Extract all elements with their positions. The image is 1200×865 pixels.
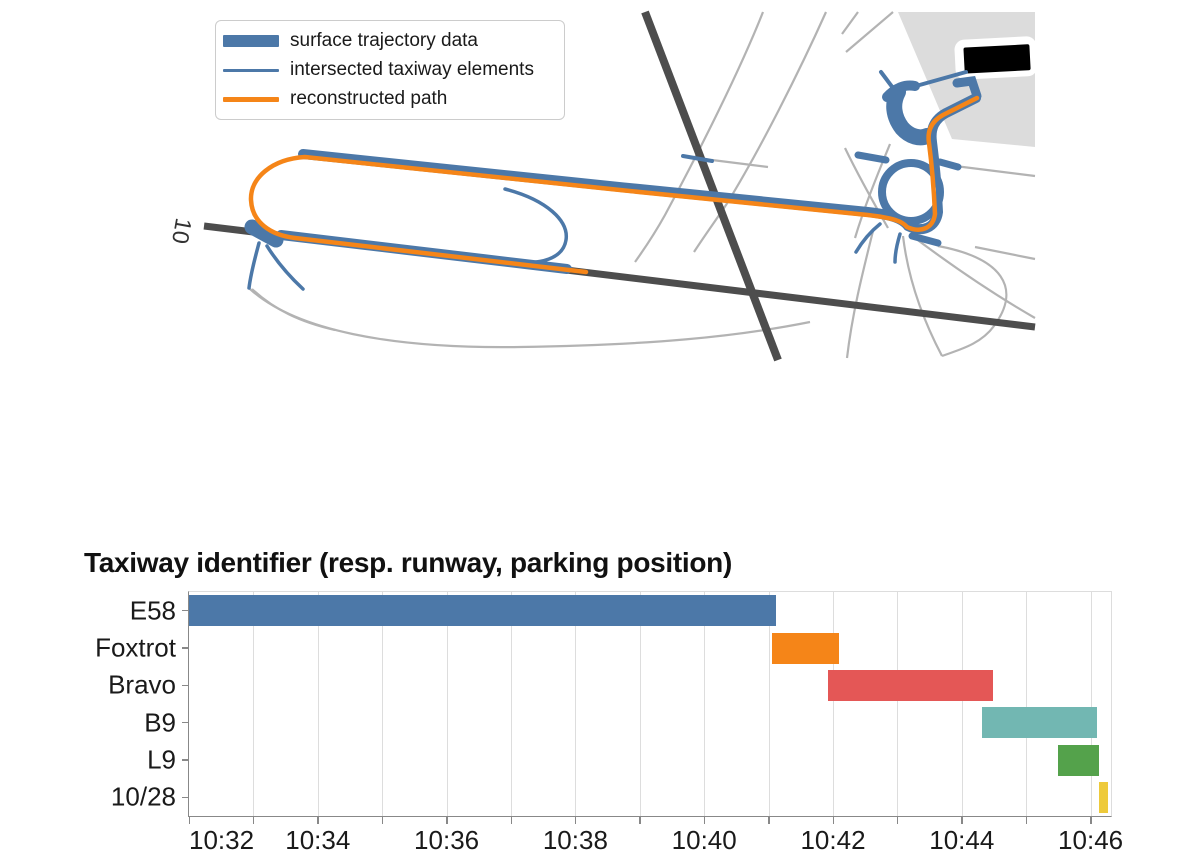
runway-label: 10: [167, 216, 197, 246]
x-tick: [510, 817, 512, 824]
map-legend: surface trajectory data intersected taxi…: [215, 20, 565, 120]
legend-item-intersected-elements: intersected taxiway elements: [223, 59, 554, 81]
y-tick: [182, 647, 188, 649]
x-tick: [703, 817, 706, 824]
thin-blue-line-swatch: [223, 68, 279, 72]
y-axis-label: Foxtrot: [95, 632, 176, 663]
y-tick: [182, 609, 188, 612]
x-tick: [896, 817, 899, 824]
x-tick: [381, 817, 384, 824]
runway-diagonal-line: [641, 10, 782, 362]
x-tick: [1090, 817, 1092, 824]
gantt-plot-area: E58 Foxtrot Bravo B9 L9 10/28 10:32 10:34 10:36…: [95, 591, 1123, 853]
legend-label: intersected taxiway elements: [290, 59, 534, 80]
y-axis-label: Bravo: [108, 669, 176, 700]
y-axis-label: L9: [147, 744, 176, 775]
gridline: [897, 592, 899, 816]
taxiway-network: [249, 11, 1036, 359]
chart-title: Taxiway identifier (resp. runway, parkin…: [84, 547, 733, 578]
x-tick: [768, 817, 770, 824]
gantt-bar-B9: [982, 707, 1098, 739]
gantt-bar-E58: [189, 595, 777, 627]
gridline: [639, 592, 641, 816]
x-tick: [961, 817, 963, 824]
gridline: [833, 592, 834, 816]
y-axis-label: E58: [129, 595, 176, 626]
y-tick: [182, 721, 188, 724]
reconstructed-path: [248, 95, 980, 275]
gridline: [382, 592, 384, 816]
y-tick: [182, 684, 188, 687]
x-tick-label: 10:44: [929, 825, 995, 855]
gridline: [1090, 592, 1092, 816]
legend-item-reconstructed-path: reconstructed path: [223, 88, 554, 110]
gantt-bar-10/28: [1099, 781, 1108, 813]
x-tick: [1025, 817, 1028, 824]
gridline: [253, 592, 255, 816]
legend-label: reconstructed path: [290, 88, 448, 109]
thick-blue-line-swatch: [223, 35, 279, 47]
y-tick: [182, 796, 188, 799]
x-tick-label: 10:46: [1058, 825, 1124, 855]
x-tick: [446, 817, 448, 824]
x-tick: [188, 817, 190, 824]
gridline: [1026, 592, 1028, 816]
x-tick-label: 10:32: [189, 825, 255, 855]
x-tick: [574, 817, 577, 824]
x-tick: [832, 817, 834, 824]
building-icon: [963, 44, 1031, 74]
gantt-bar-Foxtrot: [771, 632, 840, 664]
x-tick-label: 10:42: [800, 825, 866, 855]
gantt-bar-L9: [1058, 744, 1100, 776]
gridline: [768, 592, 770, 816]
orange-line-swatch: [223, 96, 279, 102]
x-tick-label: 10:38: [542, 825, 608, 855]
x-tick: [639, 817, 641, 824]
airport-map-figure: 10 surface trajectory data intersected t…: [0, 0, 1200, 365]
legend-label: surface trajectory data: [290, 30, 478, 51]
terminal-building: [954, 36, 1038, 80]
gantt-bar-Bravo: [827, 669, 993, 701]
y-axis-label: 10/28: [110, 781, 176, 812]
gridline: [317, 592, 319, 816]
x-tick-label: 10:40: [671, 825, 737, 855]
gridline: [704, 592, 706, 816]
x-tick-label: 10:36: [414, 825, 480, 855]
gridline: [575, 592, 577, 816]
legend-item-surface-trajectory: surface trajectory data: [223, 30, 554, 52]
gridline: [511, 592, 512, 816]
y-axis-label: B9: [144, 707, 176, 738]
airport-map: 10: [167, 10, 1038, 362]
x-tick-label: 10:34: [285, 825, 351, 855]
x-tick: [317, 817, 319, 824]
gridline: [961, 592, 963, 816]
gridline: [446, 592, 448, 816]
x-tick: [252, 817, 255, 824]
y-tick: [182, 759, 188, 761]
